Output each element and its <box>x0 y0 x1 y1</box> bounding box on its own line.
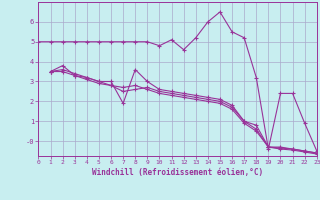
X-axis label: Windchill (Refroidissement éolien,°C): Windchill (Refroidissement éolien,°C) <box>92 168 263 177</box>
